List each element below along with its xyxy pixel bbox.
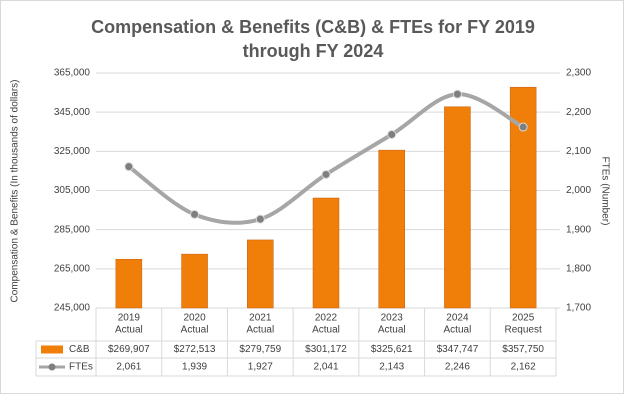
x-tick-label: Actual bbox=[444, 325, 472, 336]
y-tick-label: 305,000 bbox=[54, 185, 91, 196]
bar bbox=[444, 106, 471, 309]
table-value: 1,927 bbox=[248, 362, 273, 373]
y2-axis-label: FTEs (Number) bbox=[599, 157, 610, 226]
y-tick-label: 265,000 bbox=[54, 263, 91, 274]
marker bbox=[387, 129, 397, 139]
legend-swatch bbox=[48, 363, 56, 371]
table-value: $279,759 bbox=[239, 344, 281, 355]
x-tick-label: 2019 bbox=[118, 313, 141, 324]
x-tick-label: Actual bbox=[246, 325, 274, 336]
chart-title: Compensation & Benefits (C&B) & FTEs for… bbox=[91, 17, 535, 61]
marker bbox=[190, 209, 200, 219]
y-tick-label: 365,000 bbox=[54, 68, 91, 79]
x-tick-label: 2024 bbox=[446, 313, 469, 324]
y-tick-label: 345,000 bbox=[54, 107, 91, 118]
marker bbox=[124, 162, 134, 172]
marker bbox=[321, 169, 331, 179]
y-tick-label: 245,000 bbox=[54, 303, 91, 314]
legend-label: C&B bbox=[69, 344, 90, 355]
marker bbox=[255, 214, 265, 224]
y2-tick-label: 2,000 bbox=[566, 185, 591, 196]
table-value: $357,750 bbox=[502, 344, 544, 355]
x-tick-label: Actual bbox=[312, 325, 340, 336]
x-tick-label: Actual bbox=[181, 325, 209, 336]
table-value: $301,172 bbox=[305, 344, 347, 355]
y-tick-label: 285,000 bbox=[54, 224, 91, 235]
x-tick-label: Actual bbox=[115, 325, 143, 336]
bar bbox=[378, 149, 405, 309]
legend-swatch bbox=[41, 345, 63, 354]
x-tick-label: 2025 bbox=[512, 313, 535, 324]
table-value: $347,747 bbox=[437, 344, 479, 355]
y2-tick-label: 2,100 bbox=[566, 146, 591, 157]
bar bbox=[181, 253, 208, 309]
y2-tick-label: 2,300 bbox=[566, 68, 591, 79]
table-value: 1,939 bbox=[182, 362, 207, 373]
x-tick-label: 2022 bbox=[315, 313, 338, 324]
marker bbox=[452, 89, 462, 99]
y2-tick-label: 1,900 bbox=[566, 224, 591, 235]
table-value: 2,041 bbox=[313, 362, 338, 373]
table-value: 2,246 bbox=[445, 362, 470, 373]
marker bbox=[518, 122, 528, 132]
x-tick-label: Request bbox=[505, 325, 542, 336]
table-value: $325,621 bbox=[371, 344, 413, 355]
bar bbox=[312, 197, 340, 309]
table-value: 2,061 bbox=[116, 362, 141, 373]
table-value: 2,162 bbox=[511, 362, 536, 373]
table-value: $269,907 bbox=[108, 344, 150, 355]
table-value: 2,143 bbox=[379, 362, 404, 373]
y2-tick-label: 2,200 bbox=[566, 107, 591, 118]
y-tick-label: 325,000 bbox=[54, 146, 91, 157]
bar bbox=[247, 239, 274, 309]
table-value: $272,513 bbox=[174, 344, 216, 355]
bar bbox=[115, 258, 143, 309]
y-axis-label: Compensation & Benefits (In thousands of… bbox=[10, 80, 21, 303]
x-tick-label: 2021 bbox=[249, 313, 272, 324]
legend-label: FTEs bbox=[69, 362, 93, 373]
x-tick-label: 2020 bbox=[183, 313, 206, 324]
y2-tick-label: 1,700 bbox=[566, 303, 591, 314]
x-tick-label: Actual bbox=[378, 325, 406, 336]
x-tick-label: 2023 bbox=[381, 313, 404, 324]
y2-tick-label: 1,800 bbox=[566, 263, 591, 274]
